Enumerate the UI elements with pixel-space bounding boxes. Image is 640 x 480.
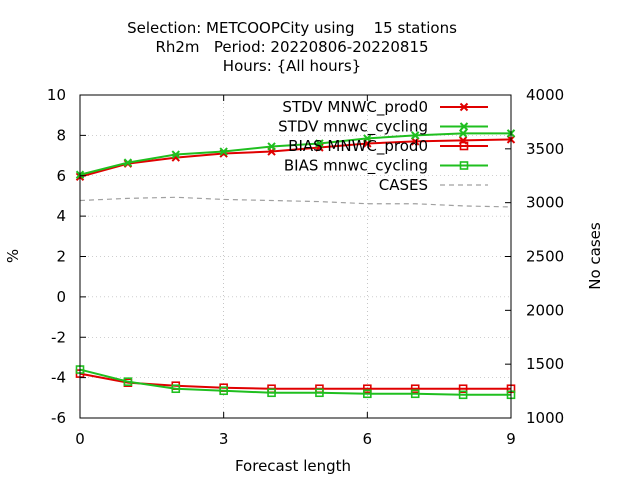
- y-tick-label: 4: [56, 207, 66, 225]
- chart-title-line: Selection: METCOOPCity using 15 stations: [127, 19, 457, 37]
- data-point: [411, 131, 420, 140]
- legend-label: BIAS MNWC_prod0: [288, 137, 428, 156]
- legend-marker: [459, 122, 469, 131]
- axes: -6 -4 -2 0 2 4 6 8 10 1000 1500 2000 2500 3000 3500 400…: [47, 86, 564, 448]
- chart-title-line: Hours: {All hours}: [223, 57, 361, 75]
- y-tick-label: 0: [56, 288, 66, 306]
- legend-label: STDV mnwc_cycling: [278, 118, 428, 137]
- y2-tick-label: 1000: [526, 409, 564, 427]
- x-tick-label: 9: [506, 430, 516, 448]
- y-tick-label: -6: [51, 409, 66, 427]
- y2-tick-label: 3000: [526, 194, 564, 212]
- y-axis-label: %: [4, 249, 22, 263]
- data-point: [410, 384, 420, 394]
- x-tick-label: 3: [219, 430, 229, 448]
- data-point: [410, 389, 420, 399]
- chart-title-line: Rh2m Period: 20220806-20220815: [155, 38, 428, 56]
- y2-tick-label: 3500: [526, 140, 564, 158]
- series-line: [79, 132, 511, 176]
- series-cases: [79, 196, 512, 208]
- y2-tick-label: 2000: [526, 301, 564, 319]
- data-point: [219, 386, 228, 396]
- y-tick-label: -2: [51, 328, 66, 346]
- data-point: [267, 388, 276, 398]
- y2-tick-label: 4000: [526, 86, 564, 104]
- data-point: [363, 134, 372, 143]
- data-point: [123, 377, 133, 386]
- x-tick-label: 6: [363, 430, 373, 448]
- legend-marker: [459, 141, 469, 151]
- data-point: [171, 150, 180, 159]
- legend-label: CASES: [379, 176, 428, 194]
- y-tick-label: 6: [56, 167, 66, 185]
- x-tick-label: 0: [75, 430, 85, 448]
- y-tick-label: 2: [56, 248, 66, 266]
- x-axis-label: Forecast length: [235, 457, 351, 475]
- data-point: [315, 388, 324, 398]
- y2-tick-label: 2500: [526, 248, 564, 266]
- series-line: [79, 368, 511, 396]
- series-bias-mnwc-cycling: [75, 365, 516, 400]
- data-point: [458, 129, 468, 138]
- y-tick-label: 8: [56, 126, 66, 144]
- series-bias-mnwc-prod0: [75, 369, 516, 394]
- series-stdv-mnwc-cycling: [75, 129, 516, 179]
- data-point: [363, 389, 372, 399]
- data-point: [219, 147, 228, 156]
- series-line: [79, 138, 512, 178]
- data-point: [458, 390, 468, 400]
- chart-title: Selection: METCOOPCity using 15 stations…: [127, 19, 457, 75]
- data-point: [267, 142, 276, 151]
- legend-marker: [459, 161, 469, 170]
- legend-label: STDV MNWC_prod0: [282, 98, 428, 117]
- series-layer: [75, 129, 516, 400]
- series-line: [79, 196, 512, 208]
- y-tick-label: -4: [51, 369, 66, 387]
- series-line: [79, 372, 511, 390]
- legend-label: BIAS mnwc_cycling: [284, 157, 428, 176]
- data-point: [171, 384, 181, 394]
- y2-axis-label: No cases: [586, 222, 604, 290]
- data-point: [458, 384, 468, 394]
- legend-marker: [459, 102, 469, 112]
- data-point: [123, 158, 133, 167]
- data-point: [363, 384, 372, 394]
- data-point: [315, 139, 324, 148]
- y-tick-label: 10: [47, 86, 66, 104]
- y2-tick-label: 1500: [526, 355, 564, 373]
